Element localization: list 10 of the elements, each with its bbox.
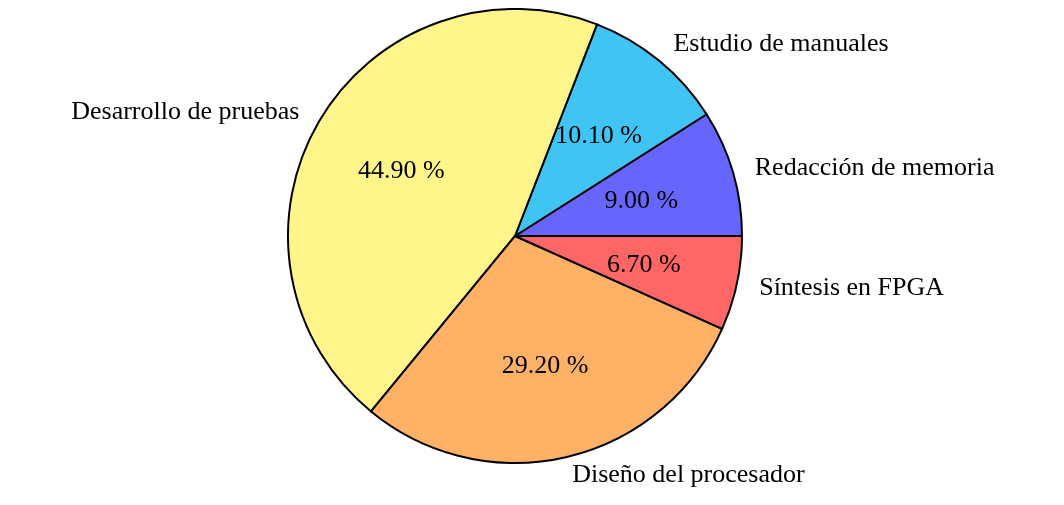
slice-label: Estudio de manuales [673,28,889,58]
slice-label: Redacción de memoria [754,151,995,181]
data-label: 9.00 % [604,184,679,214]
slice-label: Desarrollo de pruebas [71,95,300,125]
data-label: 44.90 % [357,155,445,185]
slice-label: Síntesis en FPGA [759,272,945,302]
data-label: 6.70 % [606,249,681,279]
data-label: 29.20 % [501,349,589,379]
data-label: 10.10 % [555,119,642,149]
slice-label: Diseño del procesador [572,458,806,488]
